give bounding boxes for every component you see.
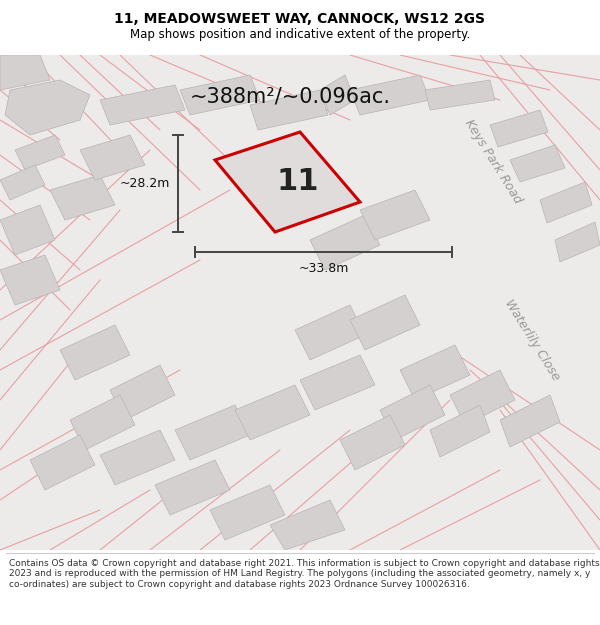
Polygon shape	[380, 385, 445, 440]
Polygon shape	[180, 75, 260, 115]
Polygon shape	[300, 355, 375, 410]
Polygon shape	[70, 395, 135, 450]
Text: 11, MEADOWSWEET WAY, CANNOCK, WS12 2GS: 11, MEADOWSWEET WAY, CANNOCK, WS12 2GS	[115, 12, 485, 26]
Polygon shape	[110, 365, 175, 420]
Polygon shape	[100, 85, 185, 125]
Text: ~28.2m: ~28.2m	[119, 177, 170, 190]
Text: Contains OS data © Crown copyright and database right 2021. This information is : Contains OS data © Crown copyright and d…	[9, 559, 599, 589]
Polygon shape	[450, 370, 515, 425]
Text: Map shows position and indicative extent of the property.: Map shows position and indicative extent…	[130, 28, 470, 41]
Polygon shape	[360, 190, 430, 240]
Polygon shape	[5, 80, 90, 135]
Polygon shape	[250, 90, 328, 130]
Text: Waterlily Close: Waterlily Close	[502, 297, 562, 383]
Polygon shape	[500, 395, 560, 447]
Polygon shape	[0, 165, 45, 200]
Text: ~388m²/~0.096ac.: ~388m²/~0.096ac.	[190, 87, 391, 107]
Polygon shape	[540, 182, 592, 223]
Text: ~33.8m: ~33.8m	[298, 262, 349, 275]
Polygon shape	[0, 205, 55, 255]
Text: 11: 11	[276, 167, 319, 196]
Polygon shape	[310, 215, 380, 270]
Polygon shape	[80, 135, 145, 180]
Polygon shape	[0, 255, 60, 305]
Polygon shape	[490, 110, 548, 147]
Polygon shape	[155, 460, 230, 515]
Polygon shape	[60, 325, 130, 380]
Polygon shape	[555, 222, 600, 262]
Polygon shape	[215, 132, 360, 232]
Polygon shape	[320, 75, 355, 115]
Polygon shape	[425, 80, 495, 110]
Polygon shape	[340, 415, 405, 470]
Polygon shape	[350, 75, 430, 115]
Polygon shape	[510, 145, 565, 182]
Polygon shape	[0, 55, 50, 90]
Polygon shape	[295, 305, 365, 360]
Polygon shape	[270, 500, 345, 550]
Polygon shape	[400, 345, 470, 400]
Polygon shape	[350, 295, 420, 350]
Polygon shape	[430, 405, 490, 457]
Polygon shape	[15, 135, 65, 170]
Polygon shape	[175, 405, 250, 460]
Polygon shape	[210, 485, 285, 540]
Polygon shape	[100, 430, 175, 485]
Polygon shape	[50, 175, 115, 220]
Text: Keys Park Road: Keys Park Road	[462, 118, 524, 206]
Polygon shape	[30, 435, 95, 490]
Polygon shape	[235, 385, 310, 440]
